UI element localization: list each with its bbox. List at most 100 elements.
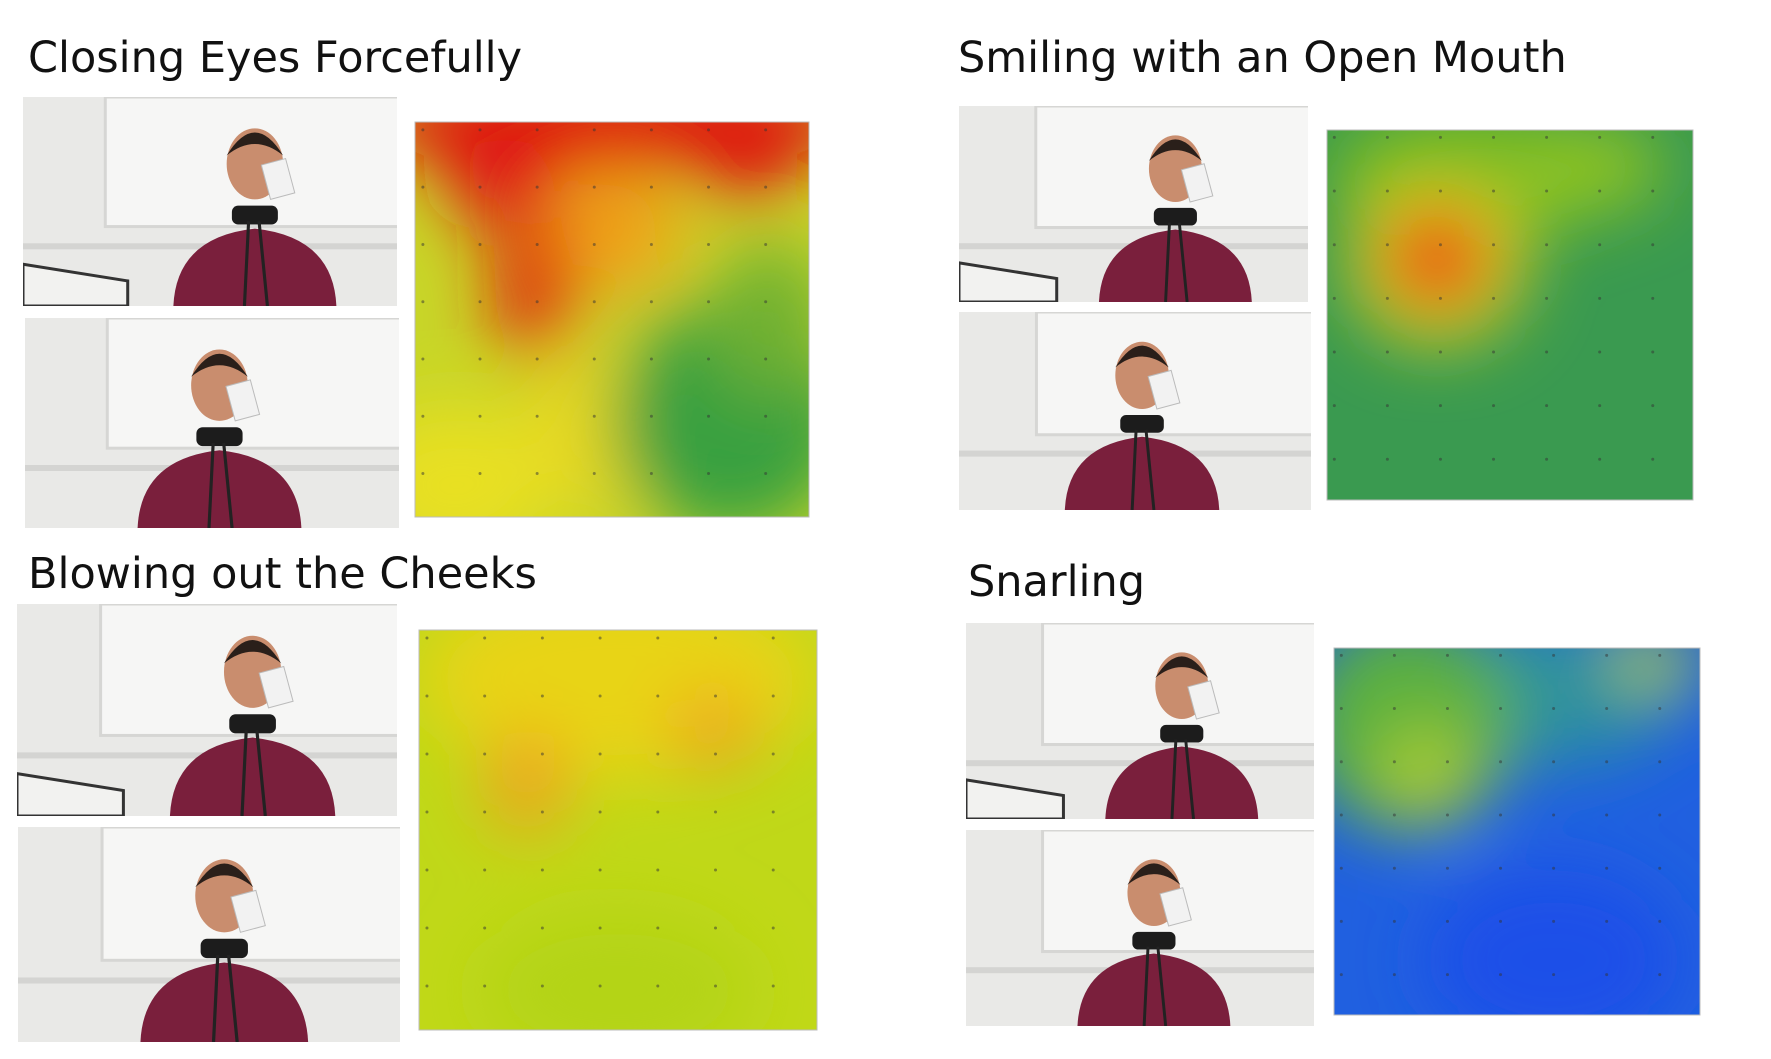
electrode-dot — [598, 926, 602, 930]
electrode-dot — [707, 128, 711, 132]
cable — [207, 442, 215, 528]
photo — [25, 318, 399, 528]
heatmap-frame — [1333, 647, 1701, 1016]
electrode-dot — [1445, 813, 1449, 817]
electrode-dot — [1392, 973, 1396, 977]
cable — [240, 730, 248, 816]
electrode-dot — [1392, 707, 1396, 711]
heat-blob — [1425, 868, 1682, 1015]
hair — [226, 132, 284, 156]
sensor-patch — [1159, 887, 1192, 927]
sensor-patch — [1187, 680, 1220, 720]
electrode-dot — [1545, 135, 1549, 139]
electrode-dot — [656, 694, 660, 698]
electrode-dot — [649, 242, 653, 246]
electrode-dot — [1332, 243, 1336, 247]
electrode-dot — [1339, 760, 1343, 764]
electrode-dot — [1438, 135, 1442, 139]
electrode-dot — [1438, 296, 1442, 300]
heatmap-blobs — [415, 122, 809, 517]
heatmap-frame — [418, 629, 818, 1031]
electrode-dot — [771, 752, 775, 756]
panel-title: Smiling with an Open Mouth — [958, 33, 1567, 83]
electrode-dot — [1438, 243, 1442, 247]
electrode-dot — [483, 636, 487, 640]
hair — [223, 640, 282, 664]
electrode-dot — [1545, 404, 1549, 408]
heat-blob — [1612, 648, 1700, 689]
electrode-dot — [714, 694, 718, 698]
heat-blob — [1517, 130, 1664, 212]
electrode-dot — [1392, 760, 1396, 764]
electrode-dot — [540, 926, 544, 930]
electrode-dot — [1658, 919, 1662, 923]
electrode-dot — [1438, 350, 1442, 354]
hair — [1127, 863, 1181, 885]
electrode-dot — [1385, 404, 1389, 408]
electrode-dot — [592, 300, 596, 304]
electrode-dot — [1492, 243, 1496, 247]
electrode-dot — [1392, 813, 1396, 817]
electrode-dot — [1385, 189, 1389, 193]
electrode-dot — [478, 128, 482, 132]
electrode-dot — [1332, 350, 1336, 354]
electrode-dot — [649, 357, 653, 361]
heatmap-frame — [414, 121, 810, 518]
electrode-dot — [1445, 653, 1449, 657]
electrode-dot — [1385, 135, 1389, 139]
electrode-dot — [1438, 404, 1442, 408]
electrode-dot — [656, 868, 660, 872]
electrode-dot — [1605, 707, 1609, 711]
electrode-dot — [1651, 457, 1655, 461]
electrode-dot — [1651, 404, 1655, 408]
electrode-dot — [1658, 760, 1662, 764]
electrode-dot — [1492, 457, 1496, 461]
electrode-dot — [707, 300, 711, 304]
hair — [1115, 345, 1169, 368]
electrode-dot — [1499, 973, 1503, 977]
electrode-dot — [598, 984, 602, 988]
electrode-dot — [1552, 919, 1556, 923]
hair — [191, 353, 248, 377]
cable — [211, 954, 220, 1042]
electrode-dot — [1651, 189, 1655, 193]
electrode-dot — [1651, 243, 1655, 247]
electrode-dot — [1332, 189, 1336, 193]
electrode-dot — [540, 694, 544, 698]
electrode-dot — [483, 926, 487, 930]
neck-band — [1160, 724, 1204, 743]
electrode-dot — [592, 414, 596, 418]
electrode-dot — [1332, 457, 1336, 461]
electrode-dot — [1552, 813, 1556, 817]
electrode-dot — [1492, 135, 1496, 139]
electrode-dot — [592, 472, 596, 476]
desk — [959, 261, 1059, 302]
cable — [242, 221, 251, 306]
electrode-dot — [656, 810, 660, 814]
electrode-dot — [535, 472, 539, 476]
photo — [23, 97, 397, 306]
heat-blob — [710, 240, 809, 399]
shirt — [1064, 436, 1220, 510]
electrode-dot — [1492, 189, 1496, 193]
heat-blob — [541, 173, 683, 292]
cable — [1184, 739, 1195, 819]
electrode-dot — [598, 810, 602, 814]
heat-blob — [478, 910, 758, 1030]
electrode-dot — [1445, 866, 1449, 870]
panel-title: Closing Eyes Forcefully — [28, 33, 522, 83]
whiteboard — [105, 318, 399, 450]
electrode-dot — [1605, 653, 1609, 657]
electrode-dot — [1385, 457, 1389, 461]
electrode-dot — [1392, 919, 1396, 923]
sensor-patch — [260, 157, 296, 200]
heat-blob — [493, 216, 573, 359]
hair — [1148, 139, 1202, 161]
shirt — [169, 737, 336, 816]
electrode-dot — [540, 752, 544, 756]
electrode-dot — [1651, 296, 1655, 300]
cable — [257, 221, 269, 306]
electrode-dot — [649, 300, 653, 304]
electrode-dot — [764, 128, 768, 132]
electrode-dot — [540, 810, 544, 814]
